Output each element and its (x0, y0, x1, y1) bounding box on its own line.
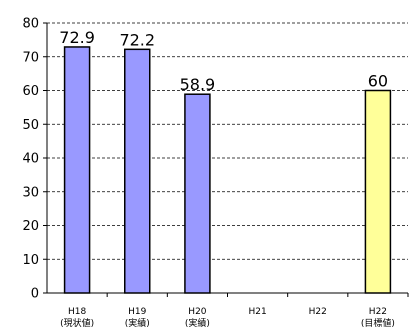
value-label-5: 60 (368, 72, 388, 91)
x-tick-label-0: H18 (68, 307, 86, 317)
bar-0 (63, 46, 91, 294)
y-tick-label-40: 40 (22, 152, 39, 167)
value-label-1: 72.2 (119, 30, 155, 49)
value-label-0: 72.9 (59, 28, 95, 47)
x-tick-label-5: H22 (369, 307, 387, 317)
value-labels: 72.9 72.2 58.9 60 (59, 28, 388, 94)
x-tick-note-5: (目標値) (361, 317, 395, 329)
y-tick-label-0: 0 (31, 287, 39, 302)
y-tick-label-20: 20 (22, 219, 39, 234)
bar-1 (124, 48, 151, 294)
x-tick-label-4: H22 (309, 307, 327, 317)
grid-lines (43, 22, 408, 294)
bars (63, 46, 392, 294)
y-tick-label-60: 60 (22, 84, 39, 99)
y-tick-label-70: 70 (22, 50, 39, 65)
value-label-2: 58.9 (180, 75, 216, 94)
y-tick-label-80: 80 (22, 17, 39, 32)
bar-2 (184, 93, 211, 294)
y-tick-label-30: 30 (22, 185, 39, 200)
x-axis-tick-labels: H18(現状値)H19(実績)H20(実績)H21 H22 H22(目標値) (60, 293, 409, 329)
y-tick-label-10: 10 (22, 253, 39, 268)
y-axis-tick-labels: 0 10 20 30 40 50 60 70 80 (22, 17, 39, 302)
x-tick-label-1: H19 (128, 307, 146, 317)
x-tick-note-2: (実績) (185, 317, 210, 329)
y-tick-label-50: 50 (22, 118, 39, 133)
x-tick-note-0: (現状値) (60, 317, 94, 329)
x-tick-label-3: H21 (248, 307, 266, 317)
x-tick-label-2: H20 (188, 307, 206, 317)
x-tick-note-1: (実績) (125, 317, 150, 329)
bar-5 (364, 89, 392, 294)
